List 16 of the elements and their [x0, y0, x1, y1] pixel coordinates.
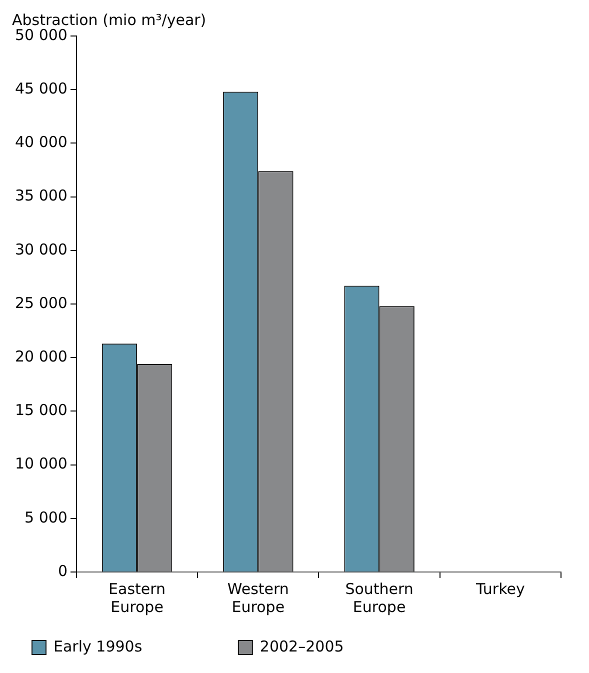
x-tick-label: Turkey: [475, 580, 525, 598]
y-tick-label: 30 000: [14, 240, 68, 258]
y-tick-label: 10 000: [14, 454, 68, 473]
y-tick-label: 0: [58, 562, 68, 580]
x-tick-label: Eastern Europe: [108, 580, 166, 616]
x-tick-label: Western Europe: [227, 580, 289, 616]
y-tick-label: 40 000: [14, 133, 68, 152]
y-tick-label: 15 000: [14, 401, 68, 420]
y-tick-label: 5 000: [24, 508, 68, 526]
legend-label: Early 1990s: [54, 637, 218, 656]
y-tick-label: 20 000: [14, 347, 68, 366]
y-tick-label: 45 000: [14, 79, 68, 98]
x-tick-label: Southern Europe: [345, 580, 414, 616]
y-tick-label: 35 000: [14, 186, 68, 205]
y-tick-label: 25 000: [14, 294, 68, 312]
legend-label: 2002–2005: [260, 637, 420, 656]
